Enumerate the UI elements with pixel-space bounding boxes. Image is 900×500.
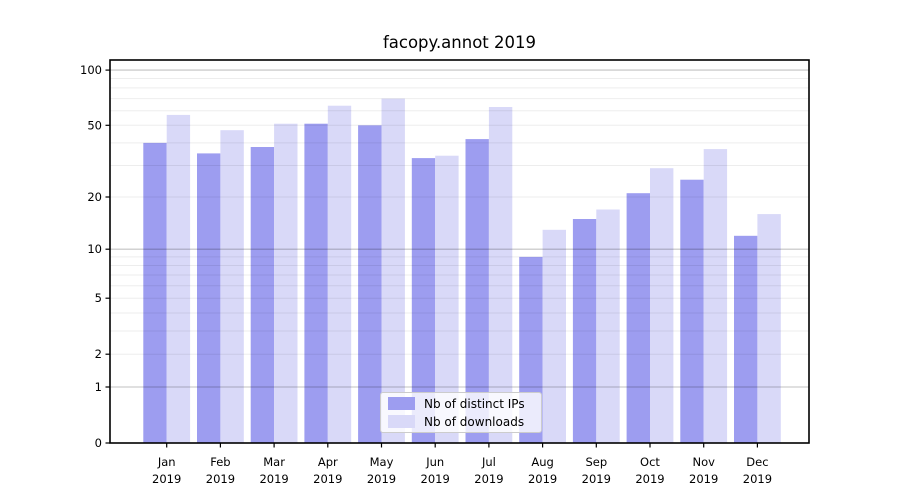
x-tick-label-year: 2019 <box>689 472 718 486</box>
bars <box>143 98 781 444</box>
bar-distinct-ips-dec <box>734 235 758 443</box>
bar-downloads-aug <box>542 229 566 443</box>
y-tick-label: 0 <box>95 436 102 450</box>
legend-label: Nb of distinct IPs <box>424 396 525 411</box>
bar-distinct-ips-may <box>358 125 382 444</box>
y-tick-label: 2 <box>95 347 102 361</box>
x-tick-label-month: Jan <box>157 455 176 469</box>
bar-distinct-ips-sep <box>572 219 597 443</box>
bar-downloads-jan <box>166 114 191 444</box>
gridlines <box>110 69 809 388</box>
bar-distinct-ips-feb <box>197 153 221 443</box>
x-tick-label-year: 2019 <box>206 472 235 486</box>
bar-distinct-ips-jun <box>411 158 436 443</box>
plot-border <box>109 59 810 444</box>
bar-downloads-nov <box>703 149 728 443</box>
x-tick-label-month: May <box>370 455 394 469</box>
x-tick-label-year: 2019 <box>152 472 181 486</box>
bar-distinct-ips-mar <box>250 147 275 443</box>
y-tick-label: 20 <box>87 190 102 204</box>
bar-downloads-jun <box>435 155 459 443</box>
x-tick-label-year: 2019 <box>313 472 342 486</box>
y-tick-label: 10 <box>87 242 102 256</box>
y-axis: 0 1 2 5 10 20 50 100 <box>80 63 110 450</box>
downloads-swatch-icon <box>388 415 415 428</box>
y-tick-label: 1 <box>95 380 102 394</box>
x-tick-label-year: 2019 <box>528 472 557 486</box>
x-tick-label-month: Jun <box>425 455 444 469</box>
x-tick-label-month: Oct <box>640 455 660 469</box>
x-tick-label-year: 2019 <box>474 472 503 486</box>
x-tick-label-year: 2019 <box>582 472 611 486</box>
bar-downloads-feb <box>220 130 244 443</box>
bar-distinct-ips-jul <box>465 139 489 443</box>
bar-downloads-mar <box>274 123 298 443</box>
x-tick-label-year: 2019 <box>421 472 450 486</box>
y-tick-label: 5 <box>95 291 102 305</box>
x-axis: Jan 2019 Feb 2019 Mar 2019 Apr 2019 May 2019 Jun 20… <box>152 443 772 486</box>
x-tick-label-month: Jul <box>481 455 496 469</box>
bar-downloads-apr <box>327 105 352 443</box>
x-tick-label-year: 2019 <box>635 472 664 486</box>
bar-distinct-ips-jan <box>143 142 167 443</box>
legend-item-distinct-ips: Nb of distinct IPs <box>388 396 534 411</box>
bar-distinct-ips-apr <box>304 123 328 443</box>
bar-downloads-oct <box>650 168 674 443</box>
chart-title: facopy.annot 2019 <box>382 33 537 52</box>
x-tick-label-month: Dec <box>746 455 768 469</box>
x-tick-label-month: Aug <box>531 455 553 469</box>
x-tick-label-year: 2019 <box>743 472 772 486</box>
bar-distinct-ips-oct <box>626 193 650 443</box>
x-tick-label-month: Sep <box>585 455 607 469</box>
y-tick-label: 50 <box>87 118 102 132</box>
distinct-ips-swatch-icon <box>388 397 415 410</box>
legend-item-downloads: Nb of downloads <box>388 414 534 429</box>
x-tick-label-month: Feb <box>210 455 230 469</box>
legend-label: Nb of downloads <box>424 414 525 429</box>
x-tick-label-year: 2019 <box>367 472 396 486</box>
legend: Nb of distinct IPs Nb of downloads <box>380 392 542 433</box>
bar-downloads-may <box>381 98 405 443</box>
x-tick-label-month: Nov <box>692 455 715 469</box>
bar-downloads-jul <box>488 107 513 443</box>
x-tick-label-month: Apr <box>318 455 338 469</box>
bar-downloads-sep <box>596 209 620 443</box>
x-tick-label-year: 2019 <box>259 472 288 486</box>
y-tick-label: 100 <box>80 63 102 77</box>
x-tick-label-month: Mar <box>263 455 285 469</box>
bar-distinct-ips-nov <box>680 179 704 443</box>
bar-downloads-dec <box>757 214 781 443</box>
